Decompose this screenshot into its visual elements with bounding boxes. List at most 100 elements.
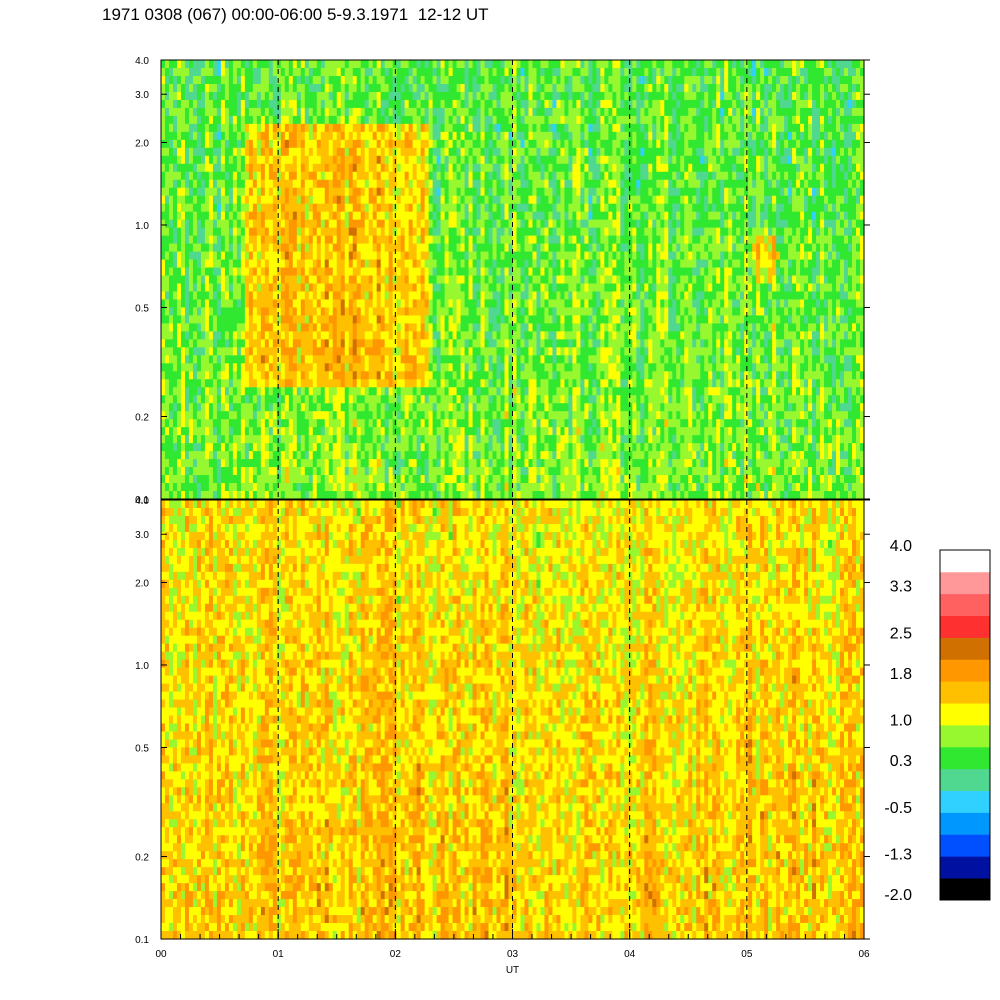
- heatmap-cell: [332, 467, 338, 476]
- heatmap-cell: [288, 459, 294, 468]
- heatmap-cell: [444, 67, 450, 77]
- heatmap-cell: [256, 67, 262, 77]
- heatmap-cell: [372, 451, 378, 460]
- heatmap-cell: [400, 179, 406, 189]
- heatmap-cell: [196, 83, 202, 93]
- heatmap-cell: [480, 291, 486, 301]
- heatmap-cell: [212, 387, 218, 396]
- heatmap-cell: [304, 243, 310, 253]
- heatmap-cell: [272, 451, 278, 460]
- heatmap-cell: [332, 259, 338, 269]
- heatmap-cell: [260, 67, 266, 77]
- heatmap-cell: [404, 347, 410, 356]
- heatmap-cell: [204, 139, 210, 149]
- heatmap-cell: [312, 211, 318, 221]
- heatmap-cell: [268, 227, 274, 237]
- heatmap-cell: [368, 331, 374, 340]
- heatmap-cell: [332, 483, 338, 492]
- heatmap-cell: [252, 139, 258, 149]
- heatmap-cell: [464, 259, 470, 269]
- heatmap-cell: [252, 275, 258, 285]
- heatmap-cell: [292, 419, 298, 428]
- heatmap-cell: [352, 147, 358, 157]
- heatmap-cell: [492, 331, 498, 340]
- heatmap-cell: [504, 187, 510, 197]
- heatmap-cell: [368, 355, 374, 364]
- heatmap-cell: [300, 195, 306, 205]
- heatmap-cell: [496, 155, 502, 165]
- heatmap-cell: [284, 459, 290, 468]
- heatmap-cell: [200, 267, 206, 277]
- heatmap-cell: [404, 91, 410, 101]
- heatmap-cell: [164, 139, 170, 149]
- heatmap-cell: [180, 355, 186, 364]
- heatmap-cell: [308, 411, 314, 420]
- heatmap-cell: [344, 147, 350, 157]
- heatmap-cell: [372, 83, 378, 93]
- heatmap-cell: [260, 395, 266, 404]
- heatmap-cell: [332, 83, 338, 93]
- heatmap-cell: [424, 75, 430, 85]
- heatmap-cell: [304, 291, 310, 301]
- heatmap-cell: [224, 411, 230, 420]
- heatmap-cell: [252, 147, 258, 157]
- heatmap-cell: [392, 115, 398, 125]
- heatmap-cell: [236, 283, 242, 293]
- heatmap-cell: [412, 179, 418, 189]
- heatmap-cell: [252, 307, 258, 317]
- heatmap-cell: [460, 291, 466, 301]
- heatmap-cell: [316, 179, 322, 189]
- heatmap-cell: [384, 131, 390, 141]
- heatmap-cell: [472, 123, 478, 133]
- heatmap-cell: [236, 315, 242, 324]
- heatmap-cell: [308, 283, 314, 293]
- heatmap-cell: [464, 123, 470, 133]
- heatmap-cell: [484, 339, 490, 348]
- heatmap-cell: [161, 419, 166, 428]
- heatmap-cell: [436, 115, 442, 125]
- heatmap-cell: [320, 275, 326, 285]
- heatmap-cell: [460, 323, 466, 332]
- heatmap-cell: [500, 147, 506, 157]
- heatmap-cell: [288, 451, 294, 460]
- heatmap-cell: [220, 275, 226, 285]
- heatmap-cell: [196, 411, 202, 420]
- heatmap-cell: [408, 195, 414, 205]
- heatmap-cell: [440, 75, 446, 85]
- heatmap-cell: [388, 467, 394, 476]
- heatmap-cell: [244, 395, 250, 404]
- heatmap-cell: [444, 307, 450, 317]
- heatmap-cell: [412, 99, 418, 109]
- heatmap-cell: [180, 331, 186, 340]
- heatmap-cell: [500, 60, 506, 69]
- heatmap-cell: [408, 411, 414, 420]
- heatmap-cell: [196, 75, 202, 85]
- heatmap-cell: [504, 475, 510, 484]
- heatmap-cell: [196, 60, 202, 69]
- heatmap-cell: [312, 227, 318, 237]
- heatmap-cell: [492, 115, 498, 125]
- heatmap-cell: [168, 483, 174, 492]
- heatmap-cell: [468, 291, 474, 301]
- heatmap-cell: [172, 195, 178, 205]
- heatmap-cell: [264, 251, 270, 261]
- heatmap-cell: [476, 411, 482, 420]
- heatmap-cell: [516, 235, 522, 245]
- heatmap-cell: [168, 467, 174, 476]
- heatmap-cell: [176, 419, 182, 428]
- heatmap-cell: [232, 299, 238, 309]
- heatmap-cell: [232, 123, 238, 133]
- heatmap-cell: [248, 275, 254, 285]
- heatmap-cell: [296, 475, 302, 484]
- heatmap-cell: [164, 315, 170, 324]
- heatmap-cell: [520, 243, 526, 253]
- heatmap-cell: [200, 323, 206, 332]
- heatmap-cell: [236, 411, 242, 420]
- heatmap-cell: [448, 323, 454, 332]
- heatmap-cell: [496, 347, 502, 356]
- heatmap-cell: [264, 179, 270, 189]
- heatmap-cell: [512, 147, 518, 157]
- heatmap-cell: [416, 115, 422, 125]
- heatmap-cell: [416, 427, 422, 436]
- heatmap-cell: [436, 443, 442, 452]
